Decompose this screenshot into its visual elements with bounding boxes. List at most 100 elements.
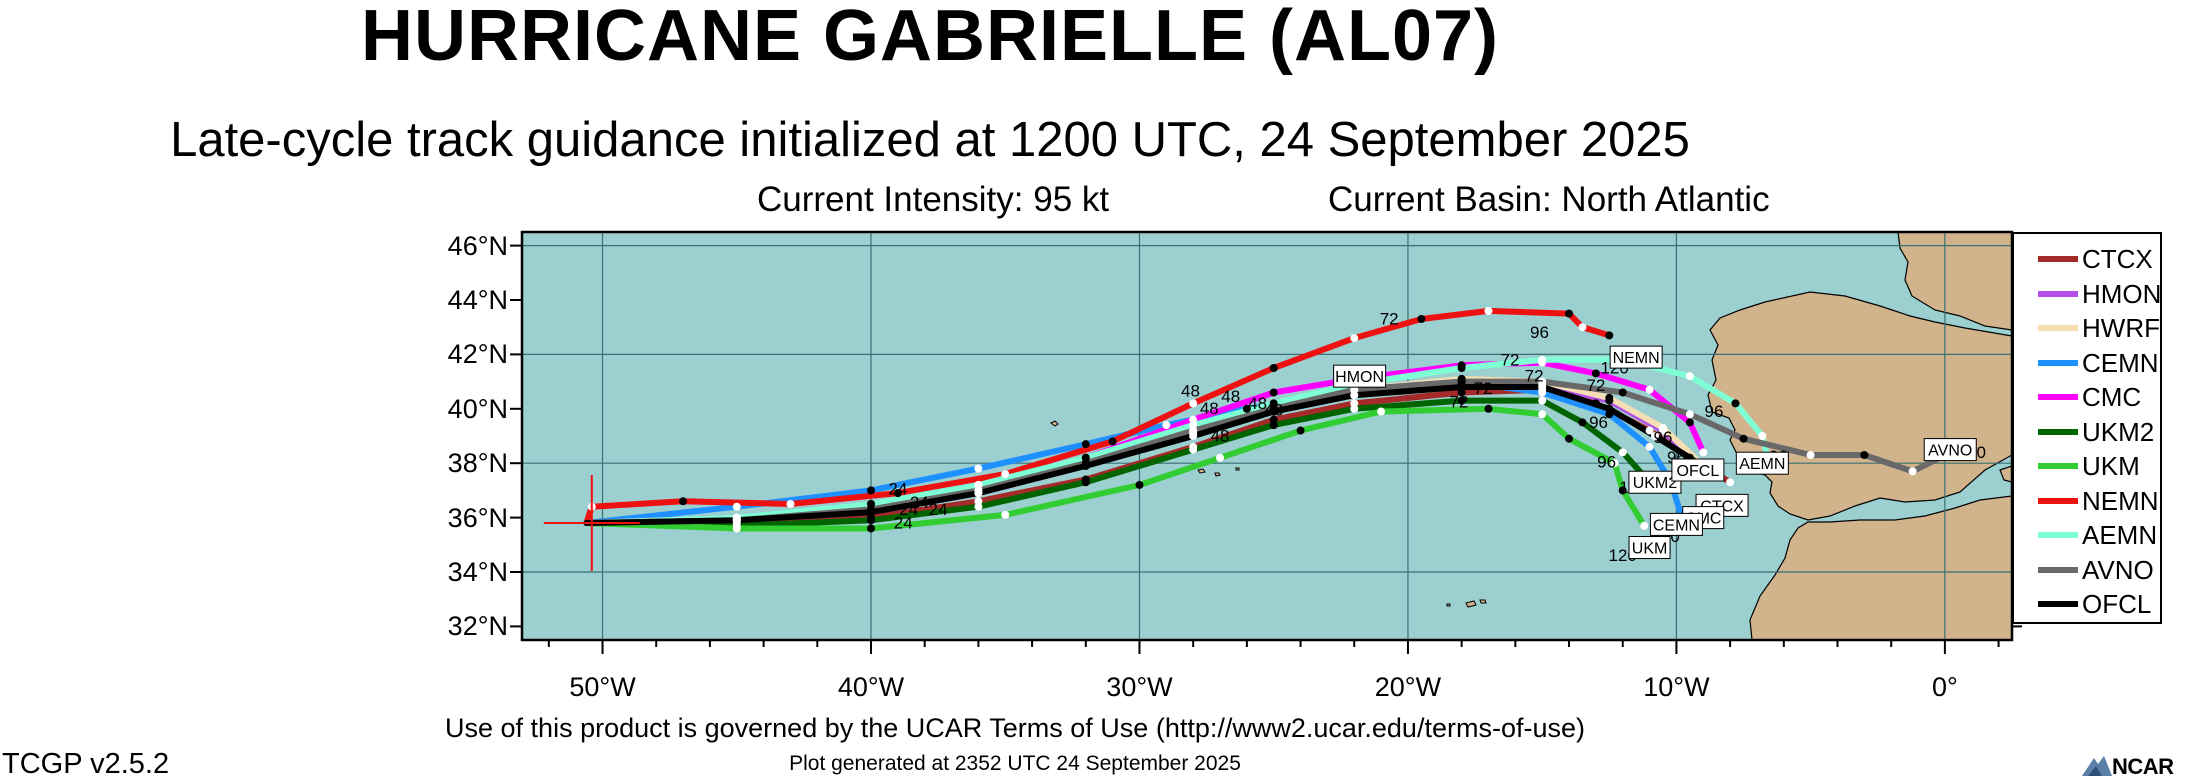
track-marker-ofcl: [1189, 432, 1198, 440]
forecast-hour-label: 24: [929, 500, 948, 519]
chart-title: HURRICANE GABRIELLE (AL07): [360, 0, 1500, 76]
forecast-hour-label: 72: [1501, 350, 1520, 369]
land-balearic-islands: [1999, 465, 2012, 483]
legend-item-avno: AVNO: [2038, 555, 2154, 585]
track-marker-ukm2: [1538, 396, 1547, 405]
legend-item-ctcx: CTCX: [2038, 244, 2153, 274]
track-marker-ukm2: [1578, 418, 1587, 427]
track-marker-ofcl: [1081, 461, 1090, 470]
track-marker-ukm2: [1350, 404, 1359, 413]
track-position-markers: [587, 306, 1960, 533]
track-marker-cemn: [1242, 404, 1251, 413]
current-basin: Current Basin: North Atlantic: [1328, 180, 1770, 219]
track-marker-ofcl: [974, 489, 983, 498]
track-label-ukm: UKM: [1632, 541, 1668, 558]
current-intensity: Current Intensity: 95 kt: [757, 180, 1110, 219]
plot-generated-time: Plot generated at 2352 UTC 24 September …: [789, 752, 1241, 775]
track-marker-ukm: [1610, 459, 1619, 468]
ncar-logo-text: NCAR: [2112, 754, 2174, 779]
track-marker-ofcl: [1538, 383, 1547, 392]
track-marker-cmc: [1269, 388, 1278, 397]
track-marker-avno: [1806, 451, 1815, 460]
track-marker-aemn: [1758, 432, 1767, 440]
legend-label: UKM2: [2082, 416, 2155, 447]
legend-item-ukm2: UKM2: [2038, 417, 2154, 447]
land-africa: [1749, 495, 2012, 640]
track-marker-nemn: [679, 497, 688, 506]
track-marker-nemn: [1350, 334, 1359, 343]
legend-swatch: [2038, 290, 2078, 297]
track-marker-ofcl: [732, 516, 741, 525]
track-marker-ukm2: [974, 502, 983, 511]
track-marker-hwrf: [1658, 423, 1667, 432]
forecast-hour-label: 48: [1248, 394, 1267, 413]
legend-swatch: [2038, 463, 2078, 469]
legend-item-ukm: UKM: [2038, 451, 2140, 481]
lon-tick-label: 20°W: [1374, 672, 1442, 702]
legend-item-nemn: NEMN: [2038, 486, 2159, 516]
track-label-box: [1649, 512, 1703, 536]
track-marker-nemn: [1189, 399, 1198, 408]
legend-label: AEMN: [2082, 520, 2158, 550]
lat-tick-label: 40°N: [447, 393, 508, 424]
track-marker-cemn: [732, 502, 741, 511]
track-label-ofcl: OFCL: [1677, 463, 1720, 480]
track-marker-ukm2: [1189, 445, 1198, 454]
lon-tick-label: 40°W: [837, 672, 905, 702]
forecast-hour-label: 72: [1525, 367, 1544, 386]
track-marker-nemn: [1578, 323, 1587, 332]
track-label-box: [1671, 458, 1725, 482]
forecast-hour-label: 72: [1474, 379, 1493, 398]
legend-swatch: [2038, 394, 2078, 400]
track-marker-ukm: [1216, 453, 1225, 462]
track-marker-aemn: [1457, 364, 1466, 372]
track-marker-nemn: [786, 500, 795, 508]
legend-label: HWRF: [2082, 313, 2160, 343]
legend-label: HMON: [2082, 278, 2162, 309]
track-marker-ctcx: [1591, 399, 1600, 408]
forecast-hour-label: 48: [1264, 401, 1283, 420]
track-ukm: [583, 405, 1648, 532]
track-marker-avno: [1739, 434, 1748, 443]
legend-item-cmc: CMC: [2038, 382, 2141, 412]
track-marker-ukm2: [1457, 396, 1466, 405]
forecast-hour-label: 48: [1181, 382, 1200, 401]
ncar-logo: NCAR: [2080, 750, 2185, 780]
forecast-hour-label: 48: [1221, 387, 1240, 406]
track-marker-nemn: [1565, 309, 1574, 318]
legend-label: NEMN: [2082, 485, 2159, 516]
lon-tick-label: 0°: [1931, 672, 1958, 702]
track-marker-cemn: [1645, 442, 1654, 451]
track-marker-nemn: [1108, 437, 1117, 446]
legend-item-ofcl: OFCL: [2038, 589, 2151, 619]
forecast-hour-label: 24: [888, 479, 907, 498]
forecast-hour-label: 96: [1654, 428, 1673, 447]
track-marker-ofcl: [1650, 432, 1659, 440]
legend-swatch: [2038, 428, 2078, 435]
legend-item-hmon: HMON: [2038, 279, 2161, 309]
track-marker-nemn: [1001, 470, 1010, 479]
track-marker-aemn: [1685, 372, 1694, 381]
track-marker-ukm: [1565, 434, 1574, 443]
chart-subtitle: Late-cycle track guidance initialized at…: [170, 113, 1690, 167]
track-marker-ukm: [1377, 407, 1386, 416]
track-label-hmon: HMON: [1335, 369, 1384, 386]
track-label-avno: AVNO: [1928, 443, 1972, 460]
lat-tick-label: 38°N: [447, 448, 508, 479]
track-marker-cemn: [867, 486, 876, 495]
forecast-hour-label: 72: [1449, 392, 1468, 411]
forecast-hour-label: 96: [1589, 413, 1608, 432]
track-marker-ukm2: [867, 516, 876, 525]
lat-tick-label: 44°N: [447, 285, 508, 315]
legend-swatch: [2038, 601, 2078, 607]
track-marker-nemn: [893, 489, 902, 498]
lat-tick-label: 34°N: [447, 557, 508, 587]
forecast-hour-label: 96: [1705, 402, 1724, 421]
track-marker-hwrf: [1605, 393, 1614, 402]
track-label-box: [1628, 470, 1682, 494]
track-marker-ukm2: [1269, 421, 1278, 430]
forecast-hour-label: 24: [910, 493, 929, 512]
track-marker-nemn: [1484, 306, 1493, 315]
legend-label: OFCL: [2082, 589, 2152, 619]
legend-item-hwrf: HWRF: [2038, 313, 2160, 343]
